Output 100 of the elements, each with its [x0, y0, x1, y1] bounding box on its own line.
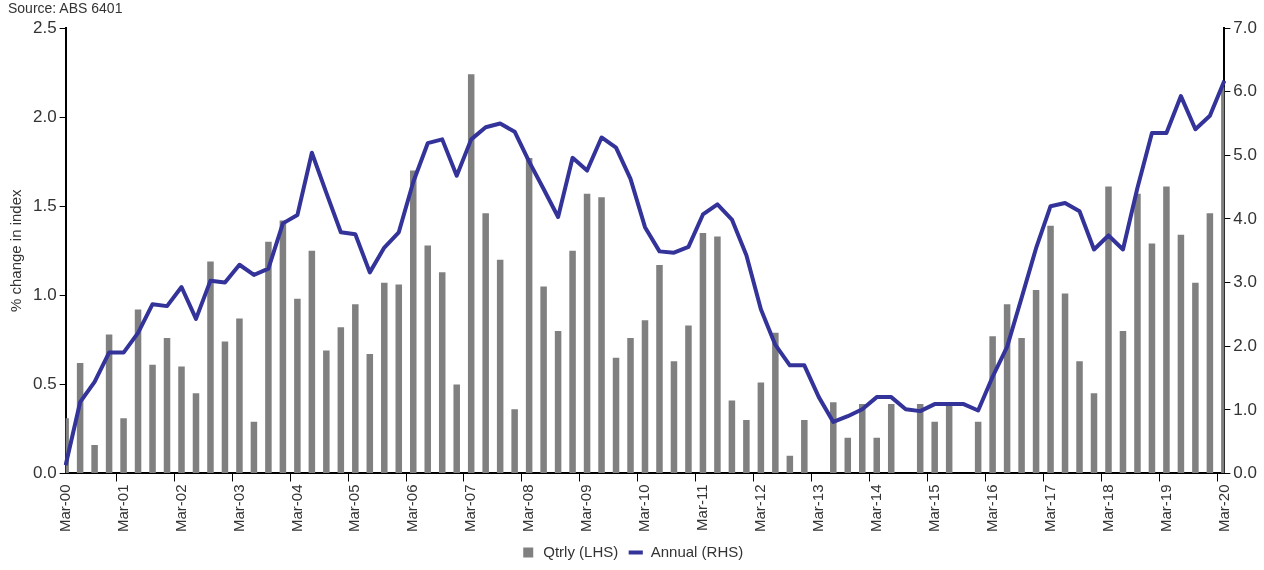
- bar: [467, 74, 475, 473]
- bar: [453, 384, 460, 473]
- bar: [772, 332, 779, 473]
- bar: [786, 455, 794, 473]
- y2-tick-label: 3.0: [1233, 272, 1258, 292]
- x-tick-label: Mar-00: [55, 484, 73, 532]
- bar: [1032, 289, 1040, 473]
- bar: [250, 421, 258, 473]
- bar: [482, 213, 489, 473]
- y2-tick-label: 6.0: [1233, 81, 1258, 101]
- bar: [236, 318, 243, 473]
- x-tick-label: Mar-16: [982, 484, 1000, 532]
- bar: [1105, 186, 1112, 473]
- y-tick-label: 0.0: [32, 463, 57, 483]
- bar: [1018, 338, 1025, 473]
- x-tick-label: Mar-05: [345, 484, 363, 532]
- y-axis-title: % change in index: [7, 188, 25, 313]
- bar: [859, 403, 866, 473]
- x-tick-label: Mar-11: [693, 484, 711, 531]
- y-tick-label: 2.0: [32, 106, 57, 126]
- bar: [91, 444, 98, 473]
- bar: [1076, 361, 1083, 473]
- bar: [1163, 186, 1170, 473]
- y2-tick-label: 4.0: [1233, 208, 1258, 228]
- legend-label: Annual (RHS): [650, 542, 744, 560]
- bar: [1047, 225, 1054, 473]
- bar: [207, 261, 214, 473]
- bar: [352, 304, 359, 473]
- bar: [323, 350, 330, 473]
- bar: [931, 421, 938, 473]
- bar: [308, 250, 316, 473]
- bar: [1090, 393, 1098, 473]
- x-tick-label: Mar-02: [171, 484, 189, 532]
- bar: [265, 241, 272, 473]
- y2-tick-label: 7.0: [1233, 17, 1258, 37]
- x-tick-label: Mar-19: [1156, 484, 1174, 532]
- bar: [887, 403, 895, 473]
- bar: [569, 250, 576, 473]
- legend-label: Qtrly (LHS): [543, 542, 619, 560]
- bar: [873, 437, 881, 473]
- bar: [1061, 293, 1069, 473]
- bar: [1177, 234, 1185, 473]
- bar: [801, 420, 808, 473]
- y-tick-label: 1.0: [32, 284, 57, 304]
- bar: [438, 272, 446, 473]
- x-tick-label: Mar-10: [635, 484, 653, 532]
- y2-tick-label: 5.0: [1233, 144, 1258, 164]
- bar: [757, 382, 765, 473]
- x-tick-label: Mar-13: [808, 484, 826, 532]
- x-tick-label: Mar-15: [924, 484, 942, 532]
- bar: [627, 338, 634, 473]
- bar: [381, 282, 388, 473]
- bar: [496, 259, 504, 473]
- bar: [989, 336, 996, 473]
- bar: [1119, 330, 1127, 473]
- bar: [1148, 243, 1156, 473]
- y2-tick-label: 2.0: [1233, 335, 1258, 355]
- x-tick-label: Mar-17: [1040, 484, 1058, 532]
- bar: [337, 327, 345, 473]
- bar: [366, 354, 374, 473]
- bar: [554, 330, 562, 473]
- bar: [178, 366, 185, 473]
- bar: [598, 197, 605, 473]
- source-note: Source: ABS 6401: [8, 0, 123, 16]
- x-tick-label: Mar-20: [1214, 484, 1232, 532]
- bar: [221, 341, 229, 473]
- x-tick-label: Mar-12: [751, 484, 769, 532]
- bar: [163, 338, 171, 473]
- bar: [743, 420, 750, 473]
- bar: [1134, 193, 1141, 473]
- bar: [294, 298, 301, 473]
- bar: [120, 418, 127, 473]
- bar: [409, 170, 417, 473]
- bar: [699, 232, 707, 473]
- bar: [714, 236, 721, 473]
- x-tick-label: Mar-18: [1098, 484, 1116, 532]
- bar: [830, 402, 837, 473]
- bar: [656, 265, 663, 473]
- bar: [149, 364, 156, 473]
- x-tick-label: Mar-03: [229, 484, 247, 532]
- x-tick-label: Mar-04: [287, 484, 305, 532]
- x-tick-label: Mar-08: [519, 484, 537, 532]
- y-tick-label: 0.5: [32, 374, 57, 394]
- y-tick-label: 1.5: [32, 195, 57, 215]
- x-tick-label: Mar-07: [461, 484, 479, 532]
- bar: [511, 409, 518, 473]
- bar: [525, 158, 533, 473]
- bar: [641, 320, 649, 473]
- bar: [1192, 282, 1199, 473]
- bar: [670, 361, 678, 473]
- y2-tick-label: 1.0: [1233, 399, 1258, 419]
- bar: [728, 400, 736, 473]
- bar: [395, 284, 403, 473]
- bar: [974, 421, 982, 473]
- bar: [424, 245, 431, 473]
- x-tick-label: Mar-09: [577, 484, 595, 532]
- bar: [192, 393, 200, 473]
- x-tick-label: Mar-06: [403, 484, 421, 532]
- bar: [612, 357, 620, 473]
- bar: [844, 437, 852, 473]
